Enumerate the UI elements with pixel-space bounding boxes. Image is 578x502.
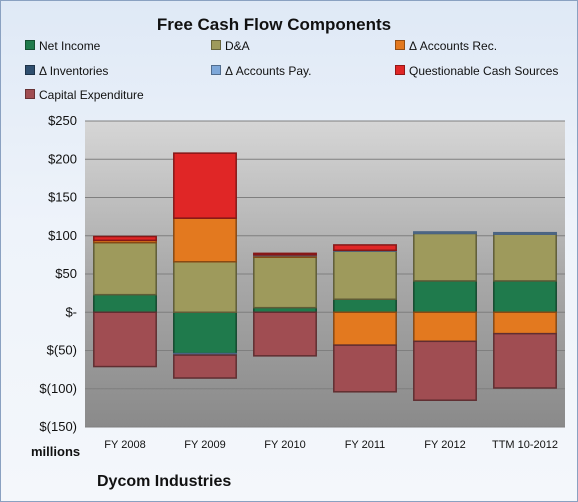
y-tick-label: $(150) bbox=[39, 419, 77, 434]
bar-segment bbox=[333, 298, 397, 313]
x-tick-label: TTM 10-2012 bbox=[492, 439, 558, 451]
y-tick-label: $150 bbox=[48, 190, 77, 205]
legend-label-inventories: Δ Inventories bbox=[39, 64, 109, 78]
y-tick-label: $100 bbox=[48, 228, 77, 243]
legend-item-accounts-pay: Δ Accounts Pay. bbox=[211, 64, 312, 78]
legend-item-capex: Capital Expenditure bbox=[25, 88, 144, 102]
axis-layer: $(150) $(100) $(50) $- $50 $100 $150 $200 $250 FY… bbox=[39, 113, 558, 451]
bar-segment bbox=[493, 332, 557, 389]
y-tick-label: $250 bbox=[48, 113, 77, 128]
legend-swatch-net-income bbox=[25, 40, 35, 50]
bar-layer bbox=[93, 152, 557, 401]
bar-segment bbox=[93, 241, 157, 296]
legend-item-inventories: Δ Inventories bbox=[25, 64, 108, 78]
y-tick-label: $(50) bbox=[47, 343, 77, 358]
bar-segment bbox=[493, 280, 557, 314]
bar-segment bbox=[173, 217, 237, 263]
bar-segment bbox=[333, 344, 397, 393]
bar-segment bbox=[173, 261, 237, 314]
bar-segment bbox=[333, 311, 397, 346]
y-tick-label: $50 bbox=[55, 266, 77, 281]
bar-segment bbox=[493, 233, 557, 282]
legend-label-accounts-rec: Δ Accounts Rec. bbox=[409, 39, 498, 53]
bar-segment bbox=[253, 256, 317, 309]
legend-label-net-income: Net Income bbox=[39, 39, 101, 53]
y-tick-label: $(100) bbox=[39, 381, 77, 396]
company-name: Dycom Industries bbox=[97, 473, 232, 490]
legend-swatch-capex bbox=[25, 89, 35, 99]
x-tick-label: FY 2012 bbox=[424, 439, 465, 451]
legend-item-net-income: Net Income bbox=[25, 39, 100, 53]
legend-swatch-questionable bbox=[395, 65, 405, 75]
bar-segment bbox=[413, 340, 477, 401]
legend-label-capex: Capital Expenditure bbox=[39, 88, 144, 102]
bar-segment bbox=[333, 250, 397, 300]
legend-label-accounts-pay: Δ Accounts Pay. bbox=[225, 64, 312, 78]
legend-label-da: D&A bbox=[225, 39, 250, 53]
legend-swatch-inventories bbox=[25, 65, 35, 75]
x-tick-label: FY 2011 bbox=[345, 439, 386, 451]
legend-item-questionable: Questionable Cash Sources bbox=[395, 64, 558, 78]
bar-segment bbox=[493, 231, 557, 235]
legend-swatch-accounts-rec bbox=[395, 40, 405, 50]
bar-segment bbox=[413, 311, 477, 343]
bar-segment bbox=[173, 152, 237, 219]
legend-swatch-da bbox=[211, 40, 221, 50]
legend-swatch-accounts-pay bbox=[211, 65, 221, 75]
x-tick-label: FY 2009 bbox=[184, 439, 225, 451]
y-tick-label: $- bbox=[65, 304, 77, 319]
bar-segment bbox=[173, 354, 237, 379]
bar-segment bbox=[413, 232, 477, 282]
legend-item-da: D&A bbox=[211, 39, 250, 53]
grid-layer bbox=[85, 120, 565, 428]
bar-segment bbox=[253, 252, 317, 256]
x-tick-label: FY 2010 bbox=[264, 439, 305, 451]
legend-label-questionable: Questionable Cash Sources bbox=[409, 64, 559, 78]
bar-segment bbox=[493, 311, 557, 335]
x-tick-label: FY 2008 bbox=[104, 439, 145, 451]
bar-segment bbox=[413, 231, 477, 235]
bar-segment bbox=[93, 235, 157, 242]
y-tick-label: $200 bbox=[48, 151, 77, 166]
bar-segment bbox=[253, 311, 317, 357]
bar-segment bbox=[93, 311, 157, 368]
bar-segment bbox=[93, 293, 157, 313]
units-label: millions bbox=[31, 444, 81, 459]
chart-title: Free Cash Flow Components bbox=[156, 15, 392, 34]
bar-segment bbox=[173, 311, 237, 355]
legend-item-accounts-rec: Δ Accounts Rec. bbox=[395, 39, 497, 53]
bar-segment bbox=[413, 280, 477, 314]
bar-segment bbox=[333, 244, 397, 252]
